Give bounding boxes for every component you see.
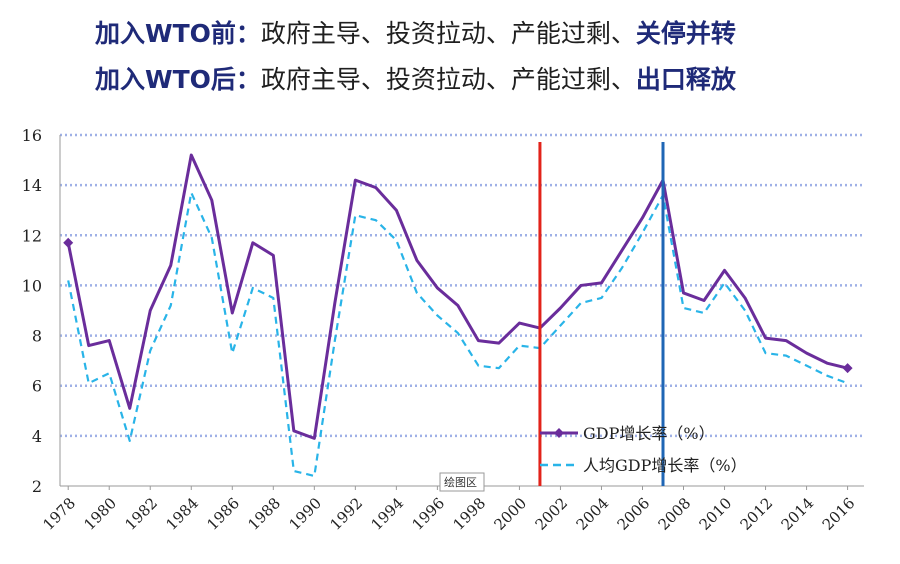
headline-before-lead: 加入WTO前	[95, 19, 236, 48]
x-tick-labels: 1978 1980 1982 1984 1986 1988 1990 1992 1994 1996…	[39, 494, 858, 534]
x-tick-label: 1978	[39, 494, 79, 534]
x-tick-label: 2002	[532, 494, 572, 534]
legend: GDP增长率（%） 人均GDP增长率（%）	[540, 424, 747, 475]
gdp-growth-end-marker	[842, 363, 853, 374]
y-tick-label: 2	[32, 477, 42, 496]
headline-after-tail: 出口释放	[635, 65, 736, 94]
y-tick-label: 8	[32, 327, 42, 346]
legend-gdp-marker	[554, 428, 564, 438]
headline-after-sep: ：	[235, 65, 261, 94]
x-tick-label: 1996	[408, 494, 448, 534]
x-tick-label: 1988	[244, 494, 284, 534]
legend-gdp-label: GDP增长率（%）	[583, 424, 715, 443]
headline-after-wto: 加入WTO后：政府主导、投资拉动、产能过剩、出口释放	[95, 60, 736, 96]
x-tick-label: 2008	[655, 494, 695, 534]
x-tick-label: 2016	[819, 494, 859, 534]
y-tick-labels: 2 4 6 8 10 12 14 16	[22, 126, 42, 496]
x-tick-label: 1984	[162, 494, 202, 534]
x-tick-label: 2004	[573, 494, 613, 534]
event-marker-lines	[538, 142, 665, 486]
gdp-growth-line	[66, 153, 848, 440]
x-tick-label: 1986	[203, 494, 243, 534]
headline-before-sep: ：	[235, 19, 261, 48]
x-tick-label: 1990	[285, 494, 325, 534]
x-tick-label: 2006	[614, 494, 654, 534]
plot-area-tag-box	[439, 472, 485, 492]
x-tick-label: 2010	[696, 494, 736, 534]
gdp-growth-end-marker	[63, 237, 74, 248]
headline-after-body: 政府主导、投资拉动、产能过剩、	[260, 65, 636, 94]
legend-per-capita-label: 人均GDP增长率（%）	[583, 456, 747, 475]
headline-after-lead: 加入WTO后	[95, 65, 236, 94]
y-tick-label: 6	[32, 377, 42, 396]
gridlines	[60, 133, 864, 438]
x-tick-label: 2000	[491, 494, 531, 534]
x-tick-label: 2012	[737, 494, 777, 534]
x-tick-label: 1998	[450, 494, 490, 534]
per-capita-gdp-growth-line	[67, 191, 848, 478]
x-tick-label: 1994	[367, 494, 407, 534]
x-tick-label: 1980	[80, 494, 120, 534]
x-tick-label: 1982	[121, 494, 161, 534]
headline-before-body: 政府主导、投资拉动、产能过剩、	[260, 19, 636, 48]
headline-before-wto: 加入WTO前：政府主导、投资拉动、产能过剩、关停并转	[95, 14, 736, 50]
x-tick-label: 1992	[326, 494, 366, 534]
plot-area-tag-label: 绘图区	[444, 475, 477, 489]
y-tick-label: 10	[22, 276, 42, 295]
headline-before-tail: 关停并转	[635, 19, 736, 48]
y-tick-label: 12	[22, 226, 42, 245]
y-tick-label: 16	[22, 126, 42, 145]
y-tick-label: 4	[32, 427, 42, 446]
series-lines	[63, 153, 853, 478]
plot-area-tag: 绘图区	[439, 472, 485, 492]
x-tick-label: 2014	[778, 494, 818, 534]
y-tick-label: 14	[22, 176, 42, 195]
